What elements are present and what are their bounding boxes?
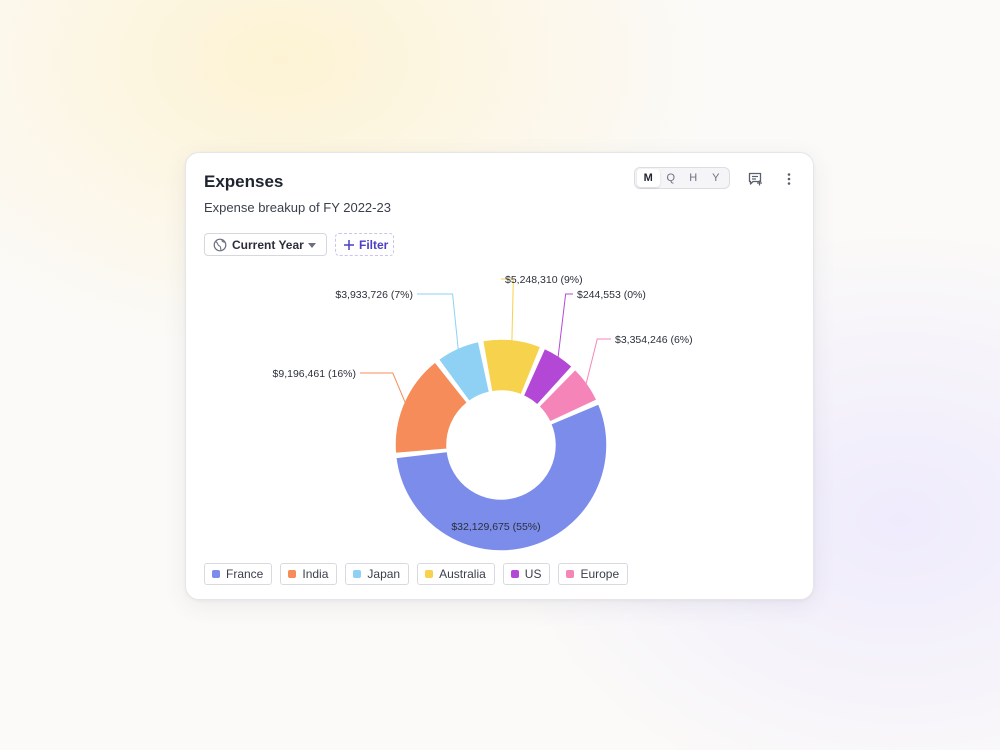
year-select-value: Current Year [232, 237, 304, 252]
leader-line-australia [501, 278, 514, 342]
chart-legend: France India Japan Australia US Europe [204, 563, 629, 585]
legend-swatch [566, 570, 575, 578]
legend-label: India [302, 567, 329, 581]
expenses-donut-chart: $32,129,675 (55%) $9,196,461 (16%) $3,933,… [273, 274, 693, 552]
slice-australia[interactable] [481, 338, 542, 396]
legend-item-europe[interactable]: Europe [558, 563, 629, 585]
comment-add-icon [748, 172, 762, 186]
slice-india[interactable] [394, 361, 469, 455]
legend-swatch [353, 570, 362, 578]
leader-line-europe [585, 338, 611, 385]
leader-line-japan [417, 293, 459, 351]
data-label-us: $244,553 (0%) [577, 289, 646, 301]
legend-item-france[interactable]: France [204, 563, 273, 585]
chevron-down-icon [308, 243, 316, 248]
legend-label: US [524, 567, 542, 581]
slice-europe[interactable] [538, 368, 598, 423]
period-option-y[interactable]: Y [712, 172, 720, 184]
period-option-m[interactable]: M [637, 169, 660, 187]
slice-france[interactable] [394, 403, 608, 552]
legend-swatch [212, 570, 220, 578]
plus-icon [344, 239, 354, 250]
data-label-japan: $3,933,726 (7%) [335, 289, 413, 301]
legend-swatch [510, 570, 519, 578]
legend-swatch [425, 570, 434, 578]
more-options-button[interactable] [777, 167, 801, 191]
legend-swatch [288, 570, 297, 578]
leader-line-us [557, 293, 573, 359]
data-label-india: $9,196,461 (16%) [273, 368, 356, 380]
year-select[interactable]: Current Year [204, 233, 327, 256]
slice-japan[interactable] [437, 340, 491, 403]
legend-label: Japan [367, 567, 401, 581]
comment-add-button[interactable] [743, 167, 767, 191]
more-vertical-icon [787, 173, 791, 185]
period-option-q[interactable]: Q [666, 172, 676, 184]
card-title: Expenses [204, 172, 284, 191]
expenses-card: Expenses Expense breakup of FY 2022-23 M… [185, 152, 814, 600]
legend-label: Australia [439, 567, 486, 581]
legend-label: Europe [580, 567, 620, 581]
legend-item-australia[interactable]: Australia [417, 563, 495, 585]
legend-item-us[interactable]: US [502, 563, 551, 585]
period-toggle: M Q H Y [634, 167, 730, 189]
legend-label: France [226, 567, 264, 581]
data-label-france: $32,129,675 (55%) [451, 521, 540, 533]
globe-icon [213, 238, 227, 251]
legend-item-japan[interactable]: Japan [345, 563, 410, 585]
data-label-australia: $5,248,310 (9%) [505, 274, 583, 286]
add-filter-button[interactable]: Filter [335, 233, 394, 256]
legend-item-india[interactable]: India [280, 563, 338, 585]
period-option-h[interactable]: H [689, 172, 698, 184]
slice-us[interactable] [522, 347, 573, 406]
leader-line-india [360, 372, 407, 404]
filter-label: Filter [359, 237, 389, 252]
card-subtitle: Expense breakup of FY 2022-23 [204, 200, 391, 215]
data-label-europe: $3,354,246 (6%) [615, 334, 693, 346]
